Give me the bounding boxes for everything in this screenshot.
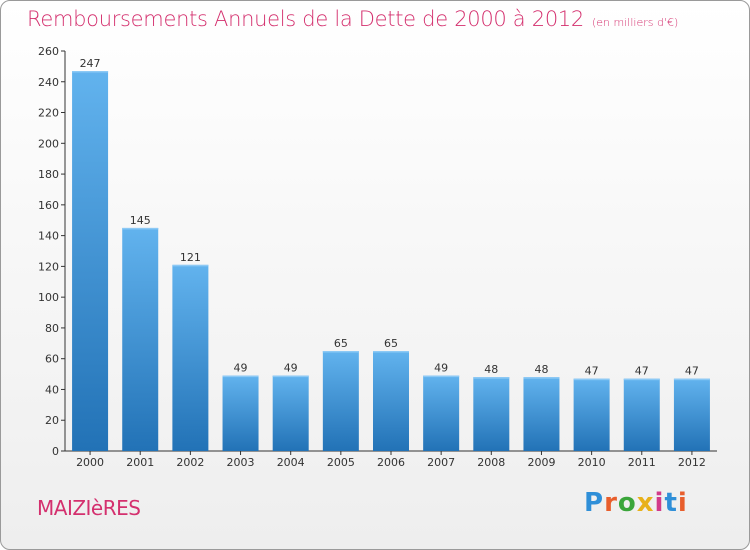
bar [473, 377, 510, 451]
bar-highlight [573, 378, 610, 381]
data-label: 49 [284, 362, 298, 375]
y-tick-label: 100 [38, 291, 59, 304]
bar [673, 378, 710, 451]
y-tick-label: 260 [38, 45, 59, 58]
bar [423, 375, 460, 451]
data-label: 65 [384, 337, 398, 350]
logo-letter: r [604, 488, 618, 518]
bar [523, 377, 560, 451]
bar-highlight [222, 375, 259, 378]
bar-highlight [122, 227, 159, 230]
bar [272, 375, 309, 451]
commune-name: MAIZIèRES [37, 496, 141, 520]
bar [573, 378, 610, 451]
y-tick-label: 60 [45, 353, 59, 366]
x-tick-label: 2001 [126, 456, 154, 469]
data-label: 48 [534, 363, 548, 376]
x-tick-label: 2010 [578, 456, 606, 469]
bar-highlight [473, 377, 510, 379]
y-tick-label: 200 [38, 137, 59, 150]
x-tick-label: 2000 [76, 456, 104, 469]
data-label: 65 [334, 337, 348, 350]
bar [72, 71, 109, 451]
bar [322, 351, 359, 451]
x-tick-label: 2005 [327, 456, 355, 469]
y-tick-label: 160 [38, 199, 59, 212]
logo-letter: o [617, 488, 637, 518]
bar [623, 378, 660, 451]
y-tick-label: 240 [38, 76, 59, 89]
x-tick-label: 2002 [176, 456, 204, 469]
x-tick-label: 2012 [678, 456, 706, 469]
logo-letter: i [654, 488, 665, 518]
data-label: 247 [80, 57, 101, 70]
y-tick-label: 220 [38, 107, 59, 120]
data-label: 49 [234, 362, 248, 375]
x-tick-label: 2006 [377, 456, 405, 469]
logo-letter: P [584, 488, 605, 518]
data-label: 121 [180, 251, 201, 264]
bar-highlight [623, 378, 660, 381]
bar-highlight [523, 377, 560, 379]
logo-letter: t [664, 488, 678, 518]
y-tick-label: 0 [52, 445, 59, 458]
bar [373, 351, 409, 451]
bar-highlight [272, 375, 309, 378]
x-tick-label: 2007 [427, 456, 455, 469]
bar-highlight [373, 351, 409, 353]
bar-highlight [322, 351, 359, 353]
bar [122, 227, 159, 451]
chart-subtitle: (en milliers d'€) [592, 16, 679, 29]
bar [222, 375, 259, 451]
x-tick-label: 2008 [477, 456, 505, 469]
x-tick-label: 2011 [628, 456, 656, 469]
y-tick-label: 120 [38, 260, 59, 273]
y-tick-label: 140 [38, 230, 59, 243]
x-tick-label: 2009 [527, 456, 555, 469]
data-label: 48 [484, 363, 498, 376]
data-label: 47 [685, 365, 699, 378]
bar-highlight [673, 378, 710, 381]
bar-highlight [172, 264, 209, 267]
chart-title: Remboursements Annuels de la Dette de 20… [27, 7, 679, 31]
y-tick-label: 180 [38, 168, 59, 181]
data-label: 47 [635, 365, 649, 378]
y-tick-label: 80 [45, 322, 59, 335]
bar-highlight [423, 375, 460, 378]
data-label: 49 [434, 362, 448, 375]
data-label: 47 [585, 365, 599, 378]
y-tick-label: 20 [45, 414, 59, 427]
proxiti-logo: Proxiti [584, 488, 688, 518]
x-tick-label: 2004 [277, 456, 305, 469]
bar-highlight [72, 71, 109, 73]
logo-letter: i [677, 488, 688, 518]
x-tick-label: 2003 [227, 456, 255, 469]
logo-letter: x [636, 488, 655, 518]
data-label: 145 [130, 214, 151, 227]
bar [172, 264, 209, 451]
y-tick-label: 40 [45, 383, 59, 396]
